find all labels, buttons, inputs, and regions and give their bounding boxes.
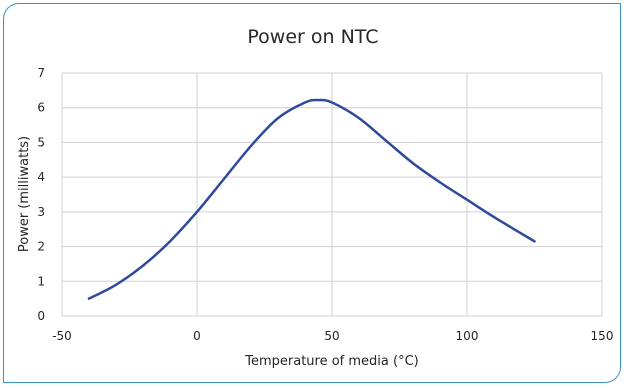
gridlines: [61, 72, 603, 317]
x-axis-ticks: -50 0 50 100 150: [52, 329, 613, 343]
y-tick-label: 6: [37, 101, 45, 115]
y-axis-ticks: 0 1 2 3 4 5 6 7: [37, 66, 45, 323]
y-tick-label: 7: [37, 66, 45, 80]
series-line-0: [87, 98, 536, 300]
y-tick-label: 4: [37, 170, 45, 184]
y-axis-label: Power (milliwatts): [17, 136, 32, 252]
y-tick-label: 3: [37, 205, 45, 219]
chart-title: Power on NTC: [247, 26, 378, 48]
x-tick-label: 150: [591, 329, 614, 343]
y-tick-label: 0: [37, 309, 45, 323]
chart-card: [3, 3, 621, 383]
x-tick-label: 100: [456, 329, 479, 343]
y-tick-label: 2: [37, 240, 45, 254]
x-axis-label: Temperature of media (°C): [244, 354, 419, 369]
series-layer: [87, 98, 536, 300]
x-tick-label: 50: [324, 329, 339, 343]
x-tick-label: -50: [52, 329, 72, 343]
y-tick-label: 1: [37, 274, 45, 288]
x-tick-label: 0: [193, 329, 201, 343]
y-tick-label: 5: [37, 135, 45, 149]
